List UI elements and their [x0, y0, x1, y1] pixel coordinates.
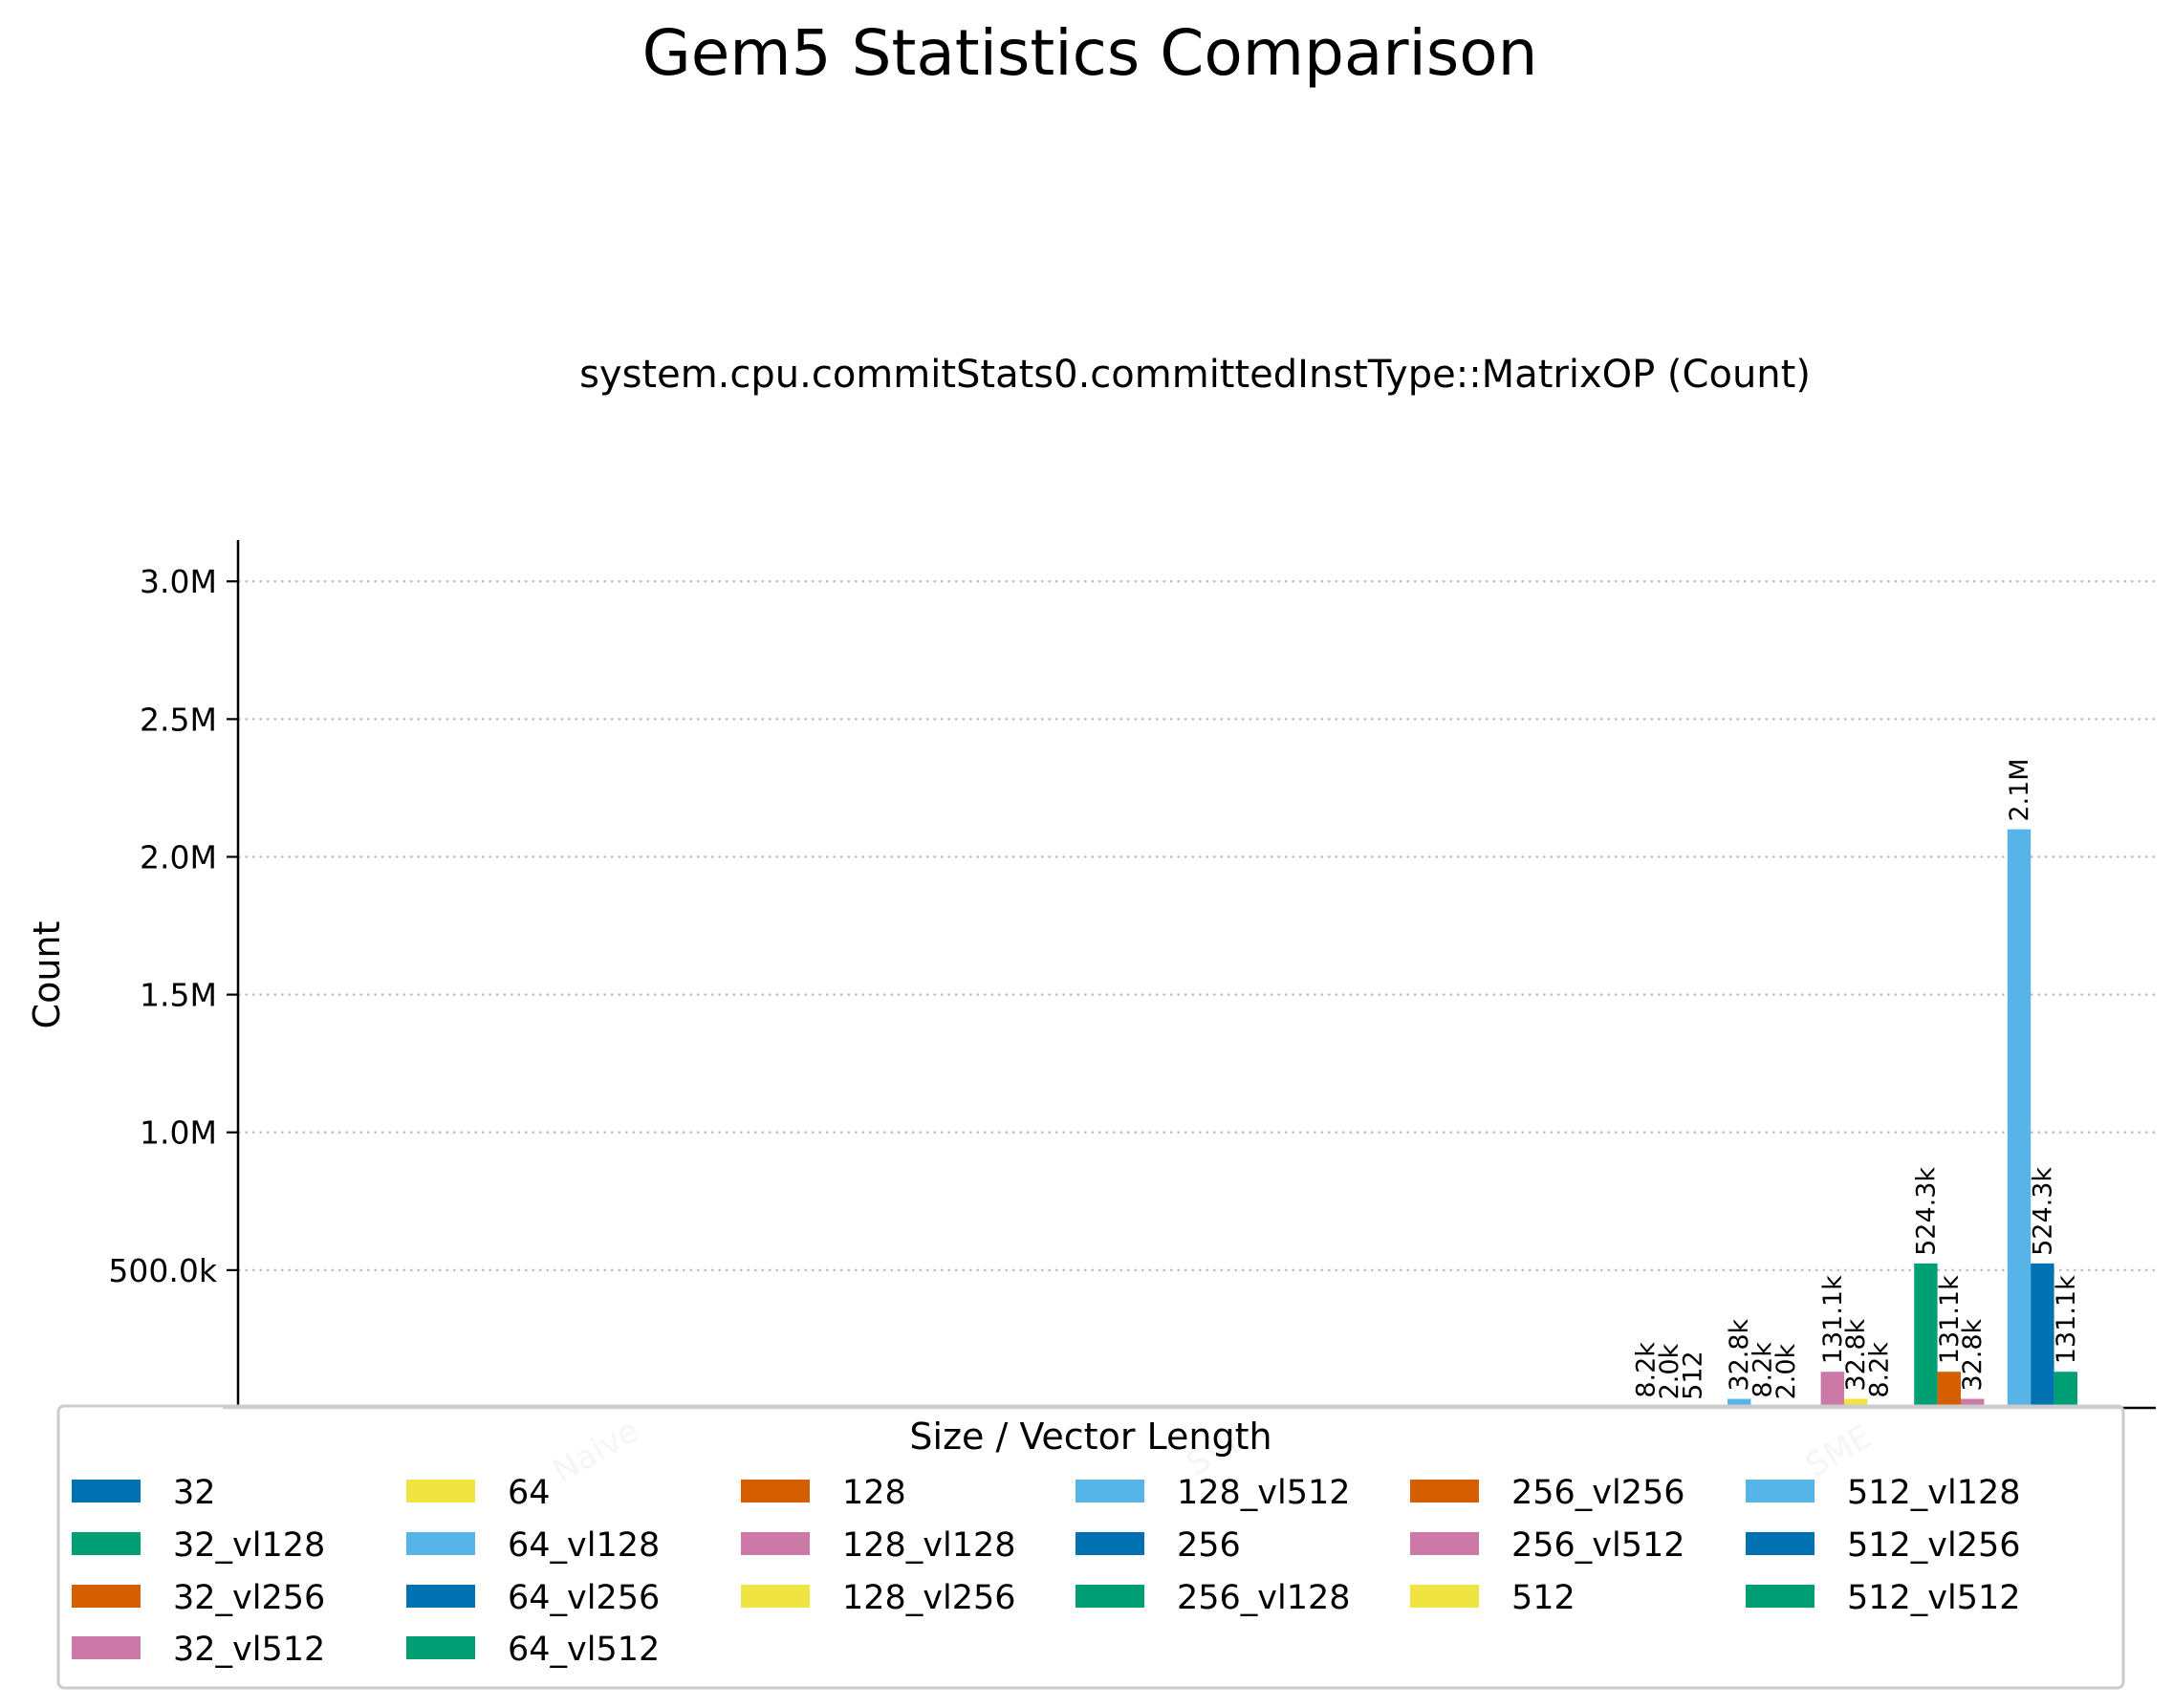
y-tick-label: 3.0M	[140, 563, 217, 600]
data-label: 2.0k	[1771, 1343, 1801, 1399]
legend-label: 512_vl256	[1847, 1526, 2021, 1565]
legend-swatch	[406, 1636, 475, 1659]
y-tick-label: 2.5M	[140, 701, 217, 738]
legend-label: 128_vl128	[842, 1526, 1016, 1565]
legend-label: 256_vl256	[1511, 1474, 1685, 1512]
legend-label: 64	[508, 1474, 551, 1512]
grid-lines	[238, 580, 2156, 1271]
legend-label: 32	[173, 1474, 216, 1512]
legend-label: 32_vl256	[173, 1579, 325, 1617]
legend-label: 512_vl512	[1847, 1579, 2021, 1617]
chart-subtitle: system.cpu.commitStats0.committedInstTyp…	[579, 353, 1811, 397]
legend-swatch	[72, 1532, 141, 1555]
data-label: 131.1k	[1935, 1275, 1965, 1364]
legend-swatch	[1410, 1480, 1479, 1503]
legend-label: 32_vl512	[173, 1631, 325, 1669]
legend-items: 32 32_vl128 32_vl256 32_vl512 64 64_vl128 64_v…	[72, 1474, 2021, 1669]
bar	[1728, 1398, 1751, 1408]
data-label: 8.2k	[1632, 1342, 1662, 1398]
legend-label: 512_vl128	[1847, 1474, 2021, 1512]
legend-swatch	[1746, 1532, 1814, 1555]
data-label: 131.1k	[2052, 1275, 2081, 1364]
data-label: 32.8k	[1841, 1318, 1871, 1391]
data-label: 32.8k	[1725, 1318, 1754, 1391]
legend-swatch	[741, 1532, 810, 1555]
legend-swatch	[1076, 1532, 1144, 1555]
legend-label: 64_vl256	[508, 1579, 660, 1617]
chart-title: Gem5 Statistics Comparison	[642, 16, 1538, 90]
bar	[2007, 829, 2032, 1408]
data-label: 8.2k	[1865, 1342, 1895, 1398]
legend-swatch	[1746, 1480, 1814, 1503]
legend-swatch	[741, 1585, 810, 1608]
legend-title: Size / Vector Length	[909, 1416, 1271, 1458]
legend-swatch	[406, 1532, 475, 1555]
legend-swatch	[72, 1636, 141, 1659]
bar	[2031, 1263, 2054, 1408]
data-label: 512	[1678, 1351, 1707, 1400]
legend-swatch	[1076, 1480, 1144, 1503]
legend-label: 128_vl512	[1177, 1474, 1351, 1512]
legend-swatch	[72, 1585, 141, 1608]
legend-label: 256_vl512	[1511, 1526, 1685, 1565]
legend-label: 512	[1511, 1579, 1575, 1617]
y-axis-label: Count	[26, 921, 68, 1029]
legend-label: 64_vl512	[508, 1631, 660, 1669]
legend-label: 256	[1177, 1526, 1241, 1565]
data-label: 524.3k	[1911, 1167, 1941, 1256]
bars	[1634, 829, 2077, 1408]
legend-swatch	[1076, 1585, 1144, 1608]
legend-swatch	[1410, 1585, 1479, 1608]
legend: Size / Vector Length 3232_vl12832_vl2563…	[56, 1404, 2125, 1690]
bar	[1844, 1398, 1868, 1408]
legend-label: 128	[842, 1474, 906, 1512]
y-tick-label: 1.0M	[140, 1114, 217, 1152]
y-tick-label: 500.0k	[108, 1252, 217, 1289]
data-label: 32.8k	[1958, 1318, 1988, 1391]
y-tick-label: 1.5M	[140, 977, 217, 1014]
bar	[1820, 1372, 1844, 1408]
legend-swatch	[1746, 1585, 1814, 1608]
legend-label: 256_vl128	[1177, 1579, 1351, 1617]
bar	[1914, 1263, 1938, 1408]
data-label: 8.2k	[1749, 1342, 1778, 1398]
y-axis-ticks: 500.0k 1.0M 1.5M 2.0M 2.5M 3.0M	[108, 563, 238, 1289]
y-tick-label: 2.0M	[140, 838, 217, 876]
data-label: 131.1k	[1818, 1275, 1848, 1364]
data-label: 2.1M	[2005, 758, 2034, 821]
bar	[2053, 1372, 2077, 1408]
data-label: 524.3k	[2028, 1167, 2057, 1256]
legend-label: 32_vl128	[173, 1526, 325, 1565]
legend-label: 64_vl128	[508, 1526, 660, 1565]
legend-swatch	[406, 1480, 475, 1503]
legend-label: 128_vl256	[842, 1579, 1016, 1617]
legend-swatch	[406, 1585, 475, 1608]
data-label: 2.0k	[1655, 1343, 1684, 1399]
legend-swatch	[741, 1480, 810, 1503]
legend-swatch	[72, 1480, 141, 1503]
bar	[1937, 1372, 1961, 1408]
legend-swatch	[1410, 1532, 1479, 1555]
bar	[1961, 1398, 1985, 1408]
